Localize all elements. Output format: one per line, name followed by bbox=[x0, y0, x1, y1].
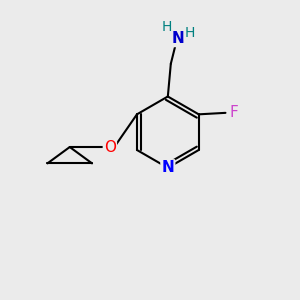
Text: O: O bbox=[104, 140, 116, 154]
Text: H: H bbox=[161, 20, 172, 34]
Text: N: N bbox=[161, 160, 174, 175]
Text: N: N bbox=[172, 31, 184, 46]
Text: F: F bbox=[230, 105, 239, 120]
Text: H: H bbox=[185, 26, 195, 40]
